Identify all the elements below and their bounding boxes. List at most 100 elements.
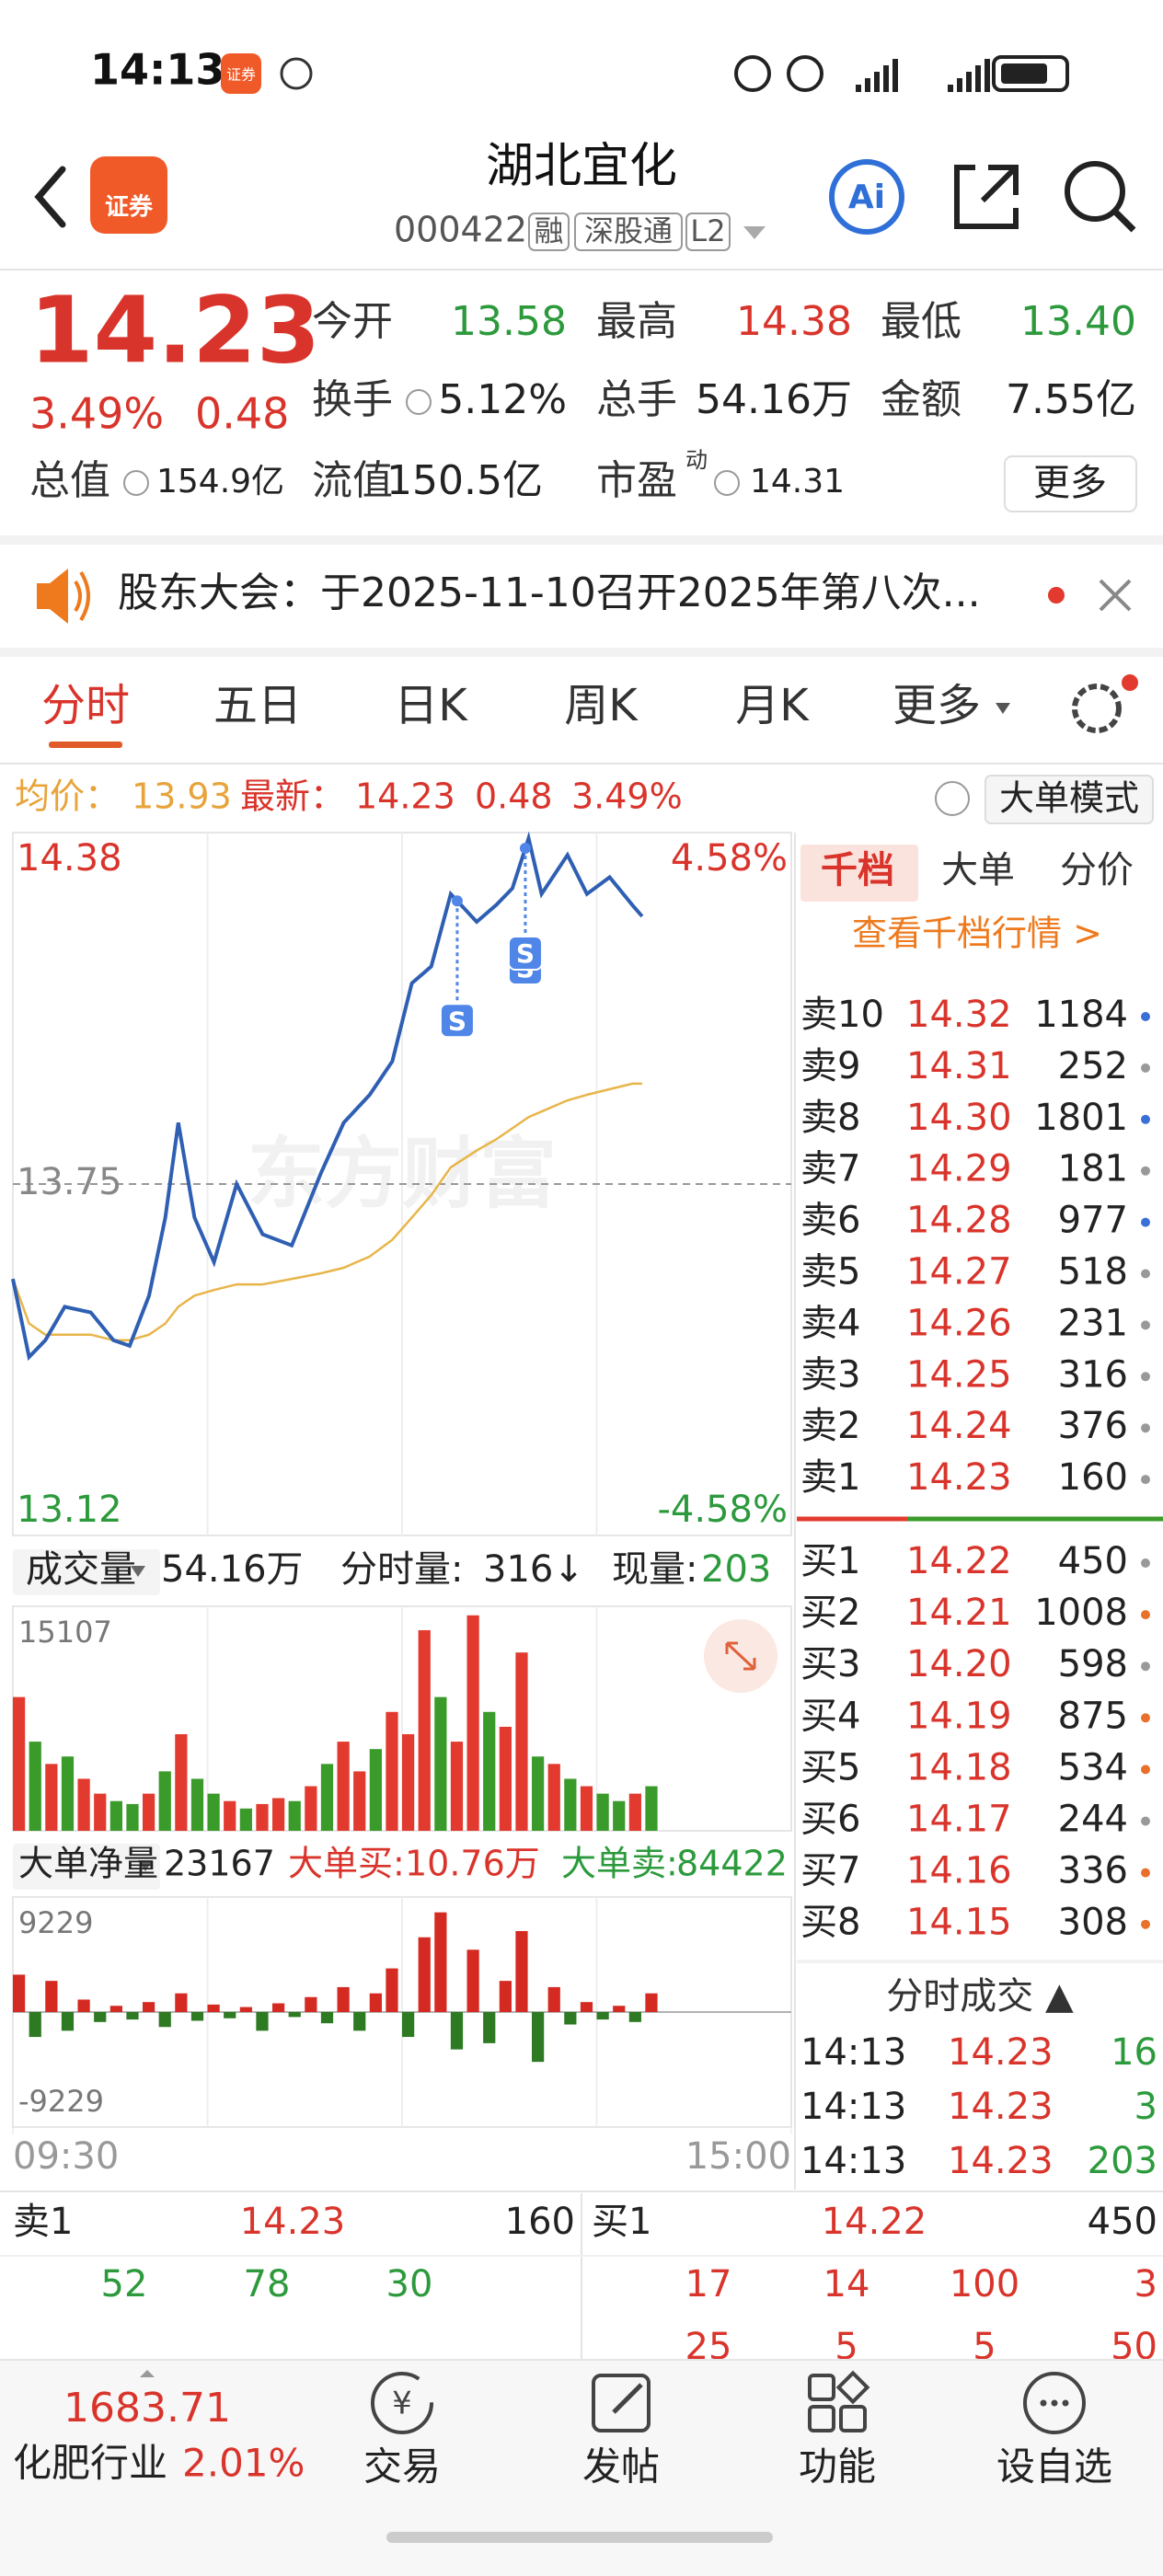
trade-price: 14.23 xyxy=(948,2086,1054,2128)
last-change: 0.48 xyxy=(475,776,553,817)
field-label: 流值 xyxy=(312,457,393,504)
bar xyxy=(613,2006,626,2012)
back-button[interactable] xyxy=(34,166,66,228)
tab[interactable]: 更多 xyxy=(892,680,981,731)
bar xyxy=(645,1993,658,2012)
trade-volume: 203 xyxy=(1088,2140,1157,2182)
bar xyxy=(256,1803,269,1831)
current-label: 现量: xyxy=(612,1548,697,1591)
watch-icon xyxy=(1023,2372,1086,2434)
book-level: 卖7 xyxy=(800,1148,860,1190)
trade-time: 14:13 xyxy=(800,2140,906,2182)
more-button xyxy=(1004,455,1137,512)
index-name[interactable]: 化肥行业 xyxy=(13,2441,167,2486)
book-price: 14.18 xyxy=(906,1746,1012,1788)
book-volume: 376 xyxy=(1058,1405,1128,1447)
mode-button xyxy=(985,775,1154,824)
field-value: 7.55亿 xyxy=(1006,376,1136,423)
mode-label[interactable]: 大单模式 xyxy=(999,778,1139,819)
selector-box xyxy=(13,1844,160,1890)
index-change[interactable]: 2.01% xyxy=(182,2441,305,2486)
change-pct: 3.49% xyxy=(29,389,164,439)
field-label: 总值 xyxy=(29,457,110,504)
book-price: 14.25 xyxy=(906,1353,1012,1396)
y2-tick-label: 4.58% xyxy=(671,837,788,880)
index-value[interactable]: 1683.71 xyxy=(63,2385,231,2432)
field-label: 今开 xyxy=(312,298,393,345)
bq-label: 买1 xyxy=(592,2201,651,2243)
book-tab[interactable]: 大单 xyxy=(941,849,1015,891)
signal-badge xyxy=(439,1003,475,1039)
index-caret xyxy=(140,2370,155,2377)
book-price: 14.24 xyxy=(906,1405,1012,1447)
last-price: 14.23 xyxy=(29,276,320,384)
more-label[interactable]: 更多 xyxy=(1033,462,1107,504)
book-volume: 534 xyxy=(1058,1746,1128,1788)
bar xyxy=(450,2012,464,2050)
book-link[interactable]: 查看千档行情 > xyxy=(852,914,1102,954)
field-label: 换手 xyxy=(312,376,393,423)
book-volume: 231 xyxy=(1058,1302,1128,1344)
notice-text[interactable]: 股东大会：于2025-11-10召开2025年第八次... xyxy=(118,569,981,616)
bar xyxy=(29,1742,41,1831)
bq-volume: 160 xyxy=(505,2201,575,2243)
tag: 深股通 xyxy=(584,213,673,248)
home-indicator xyxy=(386,2532,773,2543)
book-volume: 252 xyxy=(1058,1045,1128,1087)
book-level: 买4 xyxy=(800,1695,860,1737)
signal-bar xyxy=(957,78,962,92)
trades-title[interactable]: 分时成交 ▲ xyxy=(886,1975,1074,2018)
book-volume: 181 xyxy=(1058,1148,1128,1190)
bq-volume: 450 xyxy=(1088,2201,1157,2243)
book-price: 14.31 xyxy=(906,1045,1012,1087)
nav-item[interactable]: 发帖 xyxy=(582,2444,660,2490)
bar xyxy=(466,1615,479,1831)
tag: 融 xyxy=(534,213,563,248)
speaker-icon xyxy=(37,569,68,624)
book-level: 卖5 xyxy=(800,1251,860,1294)
notice-close[interactable] xyxy=(1099,579,1132,612)
y-tick-label: 13.12 xyxy=(17,1489,122,1531)
nav-item[interactable]: 设自选 xyxy=(996,2444,1112,2490)
book-dot xyxy=(1141,1012,1150,1021)
tab[interactable]: 分时 xyxy=(41,680,130,731)
book-level: 买7 xyxy=(800,1850,860,1892)
book-dot xyxy=(1141,1475,1150,1485)
field-value: 154.9亿 xyxy=(156,463,284,500)
notice-dot xyxy=(1048,587,1065,604)
bar xyxy=(305,1996,317,2012)
field-sup: 动 xyxy=(685,447,708,473)
signal-bar xyxy=(966,72,972,92)
y-tick-label: 13.75 xyxy=(17,1161,122,1203)
bar xyxy=(256,2012,269,2031)
tab[interactable]: 月K xyxy=(735,680,810,731)
search-button[interactable] xyxy=(1065,161,1125,222)
bar xyxy=(499,1981,512,2012)
share-button[interactable] xyxy=(954,165,1019,229)
book-price: 14.27 xyxy=(906,1251,1012,1294)
book-dot xyxy=(1141,1713,1150,1723)
bar xyxy=(353,1771,366,1831)
ai-label[interactable]: Ai xyxy=(848,178,885,216)
bar xyxy=(564,2012,577,2025)
book-volume: 1184 xyxy=(1034,994,1128,1036)
bar xyxy=(320,1764,334,1831)
settings-button[interactable] xyxy=(1072,684,1122,733)
ai-button[interactable] xyxy=(829,159,904,235)
bar xyxy=(515,1652,528,1831)
book-dot xyxy=(1141,1868,1150,1878)
nav-item[interactable]: 功能 xyxy=(799,2444,876,2490)
tab[interactable]: 周K xyxy=(564,680,639,731)
book-price: 14.32 xyxy=(906,994,1012,1036)
book-dot xyxy=(1141,1320,1150,1330)
tab[interactable]: 日K xyxy=(394,680,468,731)
book-tab[interactable]: 千档 xyxy=(821,849,894,891)
bar xyxy=(515,1930,528,2012)
book-tab[interactable]: 分价 xyxy=(1060,849,1134,891)
nav-item[interactable]: 交易 xyxy=(363,2444,441,2490)
tool-icon xyxy=(839,2405,867,2432)
field-label: 金额 xyxy=(881,376,961,423)
book-level: 买3 xyxy=(800,1643,860,1685)
tab[interactable]: 五日 xyxy=(213,680,302,731)
book-price: 14.20 xyxy=(906,1643,1012,1685)
